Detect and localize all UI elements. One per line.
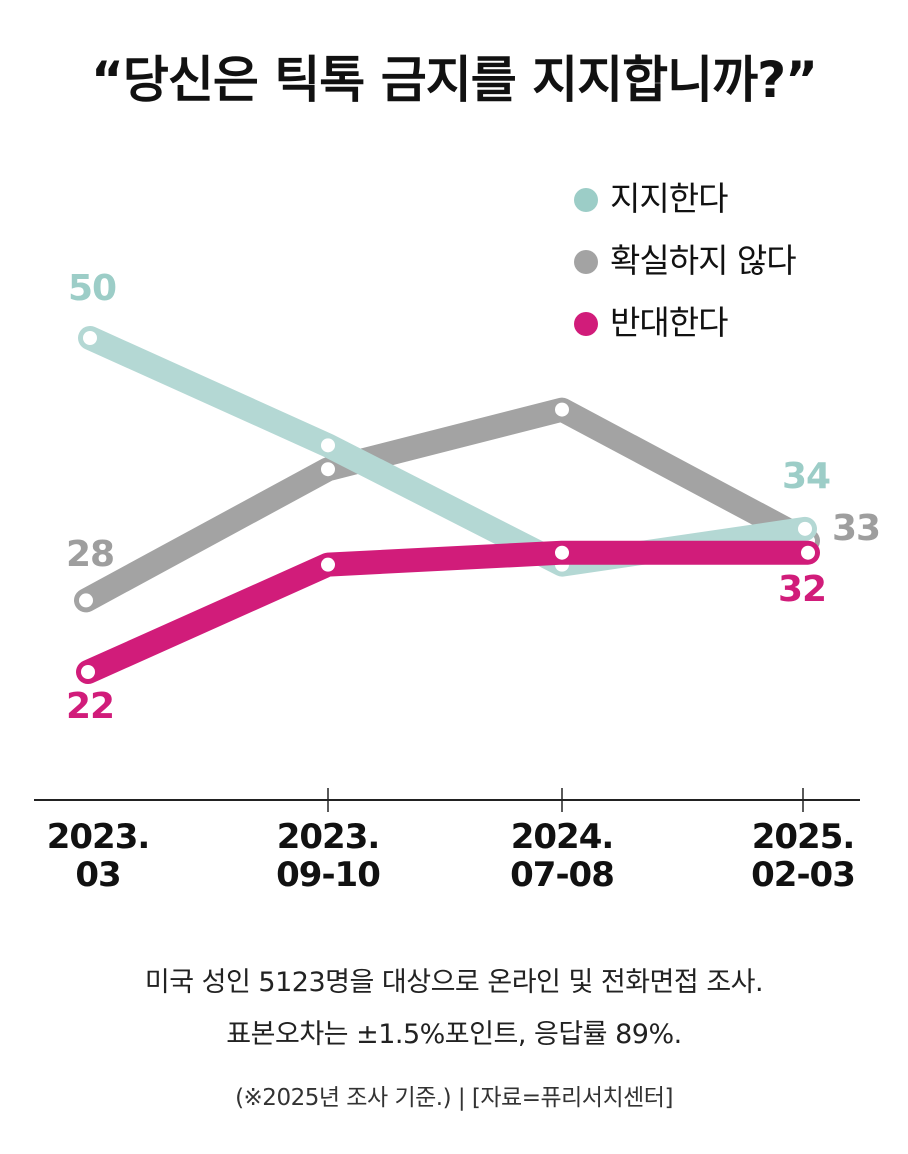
legend-marker-확실하지-않다 [574, 250, 598, 274]
data-point-반대한다-2 [555, 545, 569, 560]
series-line-확실하지-않다 [74, 397, 820, 613]
data-point-반대한다-1 [321, 557, 335, 572]
data-label-반대한다-0: 22 [66, 686, 114, 727]
legend-marker-지지한다 [574, 188, 598, 212]
legend-marker-반대한다 [574, 312, 598, 336]
x-tick-label-3: 2025. 02-03 [751, 817, 855, 895]
x-tick-label-2: 2024. 07-08 [510, 817, 614, 895]
data-label-지지한다-0: 50 [68, 268, 116, 309]
data-label-지지한다-3: 34 [782, 456, 830, 497]
margin-note: 표본오차는 ±1.5%포인트, 응답률 89%. [226, 1019, 682, 1050]
data-label-확실하지-않다-3: 33 [832, 508, 880, 549]
data-point-확실하지-않다-0 [79, 593, 93, 608]
data-point-반대한다-3 [801, 545, 815, 560]
chart-title: “당신은 틱톡 금지를 지지합니까?” [91, 51, 818, 109]
data-point-반대한다-0 [81, 665, 95, 679]
series-line-반대한다 [76, 540, 820, 684]
legend-label-지지한다: 지지한다 [610, 179, 728, 218]
survey-note: 미국 성인 5123명을 대상으로 온라인 및 전화면접 조사. [144, 967, 764, 998]
data-point-지지한다-1 [321, 438, 335, 453]
legend-label-확실하지-않다: 확실하지 않다 [610, 241, 796, 280]
line-chart: 2023. 03 2023. 09-10 2024. 07-08 2025. 02-03 50 3… [34, 179, 881, 895]
data-point-확실하지-않다-2 [555, 402, 569, 417]
data-point-확실하지-않다-1 [321, 462, 335, 477]
data-point-지지한다-0 [83, 331, 97, 345]
legend-label-반대한다: 반대한다 [610, 303, 728, 342]
data-point-지지한다-3 [798, 521, 812, 536]
data-label-반대한다-3: 32 [778, 569, 826, 610]
source-note: (※2025년 조사 기준.) | [자료=퓨리서치센터] [235, 1085, 673, 1111]
x-tick-label-0: 2023. 03 [47, 817, 150, 895]
x-tick-label-1: 2023. 09-10 [276, 817, 380, 895]
data-label-확실하지-않다-0: 28 [66, 534, 114, 575]
